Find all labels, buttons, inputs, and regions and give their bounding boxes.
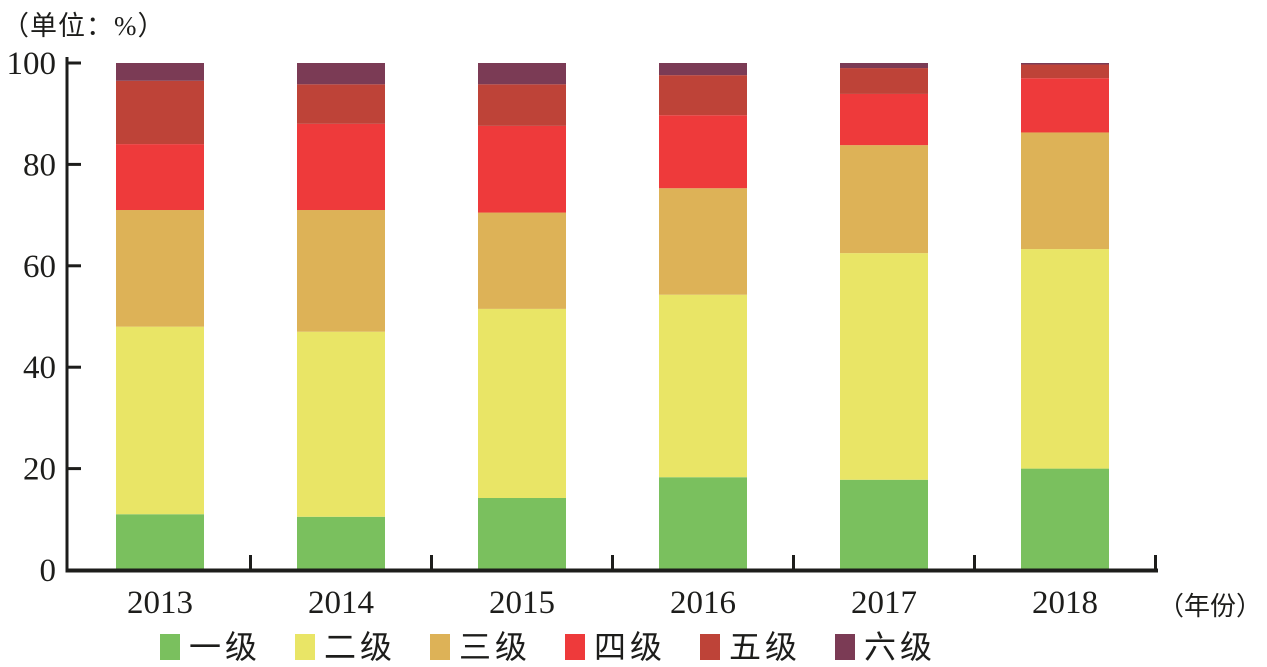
bar-segment-2013-三级: [116, 210, 204, 327]
y-tick-label: 80: [23, 147, 56, 183]
bar-segment-2018-四级: [1021, 78, 1109, 133]
legend-label: 六级: [864, 629, 937, 665]
bar-segment-2018-五级: [1021, 64, 1109, 79]
legend-item-一级: 一级: [160, 630, 261, 664]
bar-segment-2018-一级: [1021, 468, 1109, 570]
legend-label: 一级: [189, 629, 262, 665]
legend-item-三级: 三级: [430, 630, 531, 664]
bar-segment-2014-二级: [297, 331, 385, 517]
bar-segment-2017-四级: [840, 93, 928, 146]
bar-segment-2017-三级: [840, 145, 928, 254]
bar-segment-2015-六级: [478, 63, 566, 85]
bar-segment-2016-四级: [659, 115, 747, 189]
legend-item-六级: 六级: [835, 630, 936, 664]
bar-segment-2015-三级: [478, 212, 566, 309]
x-tick-label: 2016: [670, 585, 736, 621]
bar-segment-2017-二级: [840, 253, 928, 480]
bar-segment-2014-三级: [297, 210, 385, 332]
bar-segment-2018-二级: [1021, 249, 1109, 469]
x-tick-label: 2017: [851, 585, 917, 621]
legend-swatch-icon: [700, 634, 720, 660]
legend-label: 四级: [594, 629, 667, 665]
x-axis-title: （年份）: [1158, 592, 1263, 621]
bar-segment-2015-四级: [478, 125, 566, 213]
bar-segment-2014-五级: [297, 84, 385, 124]
bar-segment-2013-四级: [116, 144, 204, 211]
bar-segment-2013-六级: [116, 63, 204, 81]
y-axis-unit-label: （单位：%）: [2, 11, 166, 41]
legend-swatch-icon: [835, 634, 855, 660]
bar-segment-2017-五级: [840, 68, 928, 94]
legend-swatch-icon: [295, 634, 315, 660]
x-tick-label: 2018: [1032, 585, 1098, 621]
legend: 一级 二级 三级 四级 五级 六级: [0, 630, 1267, 667]
bar-segment-2014-一级: [297, 516, 385, 570]
legend-label: 三级: [459, 629, 532, 665]
bar-segment-2017-一级: [840, 479, 928, 570]
x-tick-label: 2013: [127, 585, 193, 621]
y-tick-label: 40: [23, 350, 56, 386]
y-tick-label: 100: [7, 46, 57, 82]
bar-segment-2016-六级: [659, 63, 747, 76]
bar-segment-2016-五级: [659, 75, 747, 116]
legend-label: 五级: [729, 629, 802, 665]
bar-segment-2018-六级: [1021, 63, 1109, 65]
legend-label: 二级: [324, 629, 397, 665]
bar-segment-2017-六级: [840, 63, 928, 69]
bar-segment-2016-一级: [659, 477, 747, 570]
bar-segment-2013-五级: [116, 80, 204, 145]
bar-segment-2013-二级: [116, 326, 204, 515]
y-tick-label: 0: [40, 553, 57, 589]
bar-segment-2016-二级: [659, 294, 747, 478]
legend-swatch-icon: [430, 634, 450, 660]
bar-segment-2014-六级: [297, 63, 385, 85]
y-tick-label: 60: [23, 249, 56, 285]
bar-segment-2014-四级: [297, 123, 385, 211]
bar-segment-2018-三级: [1021, 132, 1109, 250]
y-tick-label: 20: [23, 452, 56, 488]
bar-segment-2013-一级: [116, 514, 204, 570]
bar-segment-2015-五级: [478, 84, 566, 126]
x-tick-label: 2014: [308, 585, 374, 621]
bar-segment-2016-三级: [659, 188, 747, 295]
legend-swatch-icon: [565, 634, 585, 660]
legend-item-五级: 五级: [700, 630, 801, 664]
x-tick-label: 2015: [489, 585, 555, 621]
bar-segment-2015-二级: [478, 308, 566, 499]
legend-swatch-icon: [160, 634, 180, 660]
legend-item-二级: 二级: [295, 630, 396, 664]
bar-segment-2015-一级: [478, 498, 566, 570]
legend-item-四级: 四级: [565, 630, 666, 664]
